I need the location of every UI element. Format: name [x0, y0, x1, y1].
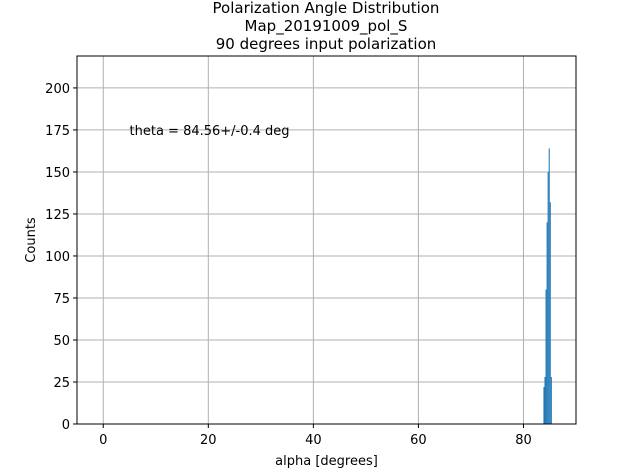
bar: [547, 171, 549, 424]
bar: [545, 289, 547, 424]
bar: [548, 148, 550, 424]
y-tick-label: 0: [62, 418, 70, 433]
y-tick-label: 100: [45, 250, 70, 265]
x-tick-label: 60: [410, 433, 427, 448]
y-tick-label: 50: [53, 334, 70, 349]
y-tick-label: 200: [45, 82, 70, 97]
y-axis-label: Counts: [24, 217, 39, 263]
bar: [546, 222, 548, 424]
x-axis-label: alpha [degrees]: [275, 454, 378, 469]
bar: [544, 376, 546, 424]
chart-title: Polarization Angle Distribution: [213, 0, 440, 17]
y-tick-label: 75: [53, 292, 70, 307]
y-tick-label: 125: [45, 208, 70, 223]
x-tick-label: 80: [515, 433, 532, 448]
x-tick-label: 40: [305, 433, 322, 448]
axes-frame: [76, 55, 577, 425]
chart-title: Map_20191009_pol_S: [245, 17, 408, 36]
y-tick-label: 150: [45, 166, 70, 181]
y-tick-label: 25: [53, 376, 70, 391]
bar: [549, 202, 551, 424]
annotation: theta = 84.56+/-0.4 deg: [130, 124, 290, 139]
x-tick-label: 0: [99, 433, 107, 448]
chart-title: 90 degrees input polarization: [216, 35, 437, 53]
x-tick-label: 20: [200, 433, 217, 448]
bar: [543, 387, 545, 424]
y-tick-label: 175: [45, 124, 70, 139]
bar: [550, 376, 552, 424]
